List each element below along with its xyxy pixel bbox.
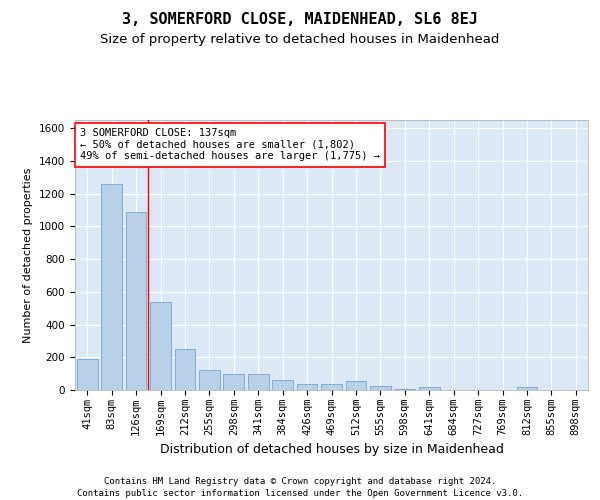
Bar: [370, 386, 391, 390]
Bar: [150, 302, 171, 390]
X-axis label: Distribution of detached houses by size in Maidenhead: Distribution of detached houses by size …: [160, 444, 503, 456]
Bar: [199, 370, 220, 390]
Bar: [296, 384, 317, 390]
Bar: [101, 184, 122, 390]
Y-axis label: Number of detached properties: Number of detached properties: [23, 168, 34, 342]
Bar: [419, 386, 440, 390]
Bar: [77, 359, 98, 390]
Bar: [346, 381, 367, 390]
Text: 3, SOMERFORD CLOSE, MAIDENHEAD, SL6 8EJ: 3, SOMERFORD CLOSE, MAIDENHEAD, SL6 8EJ: [122, 12, 478, 28]
Text: Contains public sector information licensed under the Open Government Licence v3: Contains public sector information licen…: [77, 489, 523, 498]
Bar: [223, 374, 244, 390]
Bar: [175, 349, 196, 390]
Bar: [394, 389, 415, 390]
Bar: [125, 212, 146, 390]
Text: 3 SOMERFORD CLOSE: 137sqm
← 50% of detached houses are smaller (1,802)
49% of se: 3 SOMERFORD CLOSE: 137sqm ← 50% of detac…: [80, 128, 380, 162]
Bar: [517, 386, 538, 390]
Bar: [321, 384, 342, 390]
Text: Contains HM Land Registry data © Crown copyright and database right 2024.: Contains HM Land Registry data © Crown c…: [104, 478, 496, 486]
Bar: [272, 380, 293, 390]
Bar: [248, 374, 269, 390]
Text: Size of property relative to detached houses in Maidenhead: Size of property relative to detached ho…: [100, 32, 500, 46]
